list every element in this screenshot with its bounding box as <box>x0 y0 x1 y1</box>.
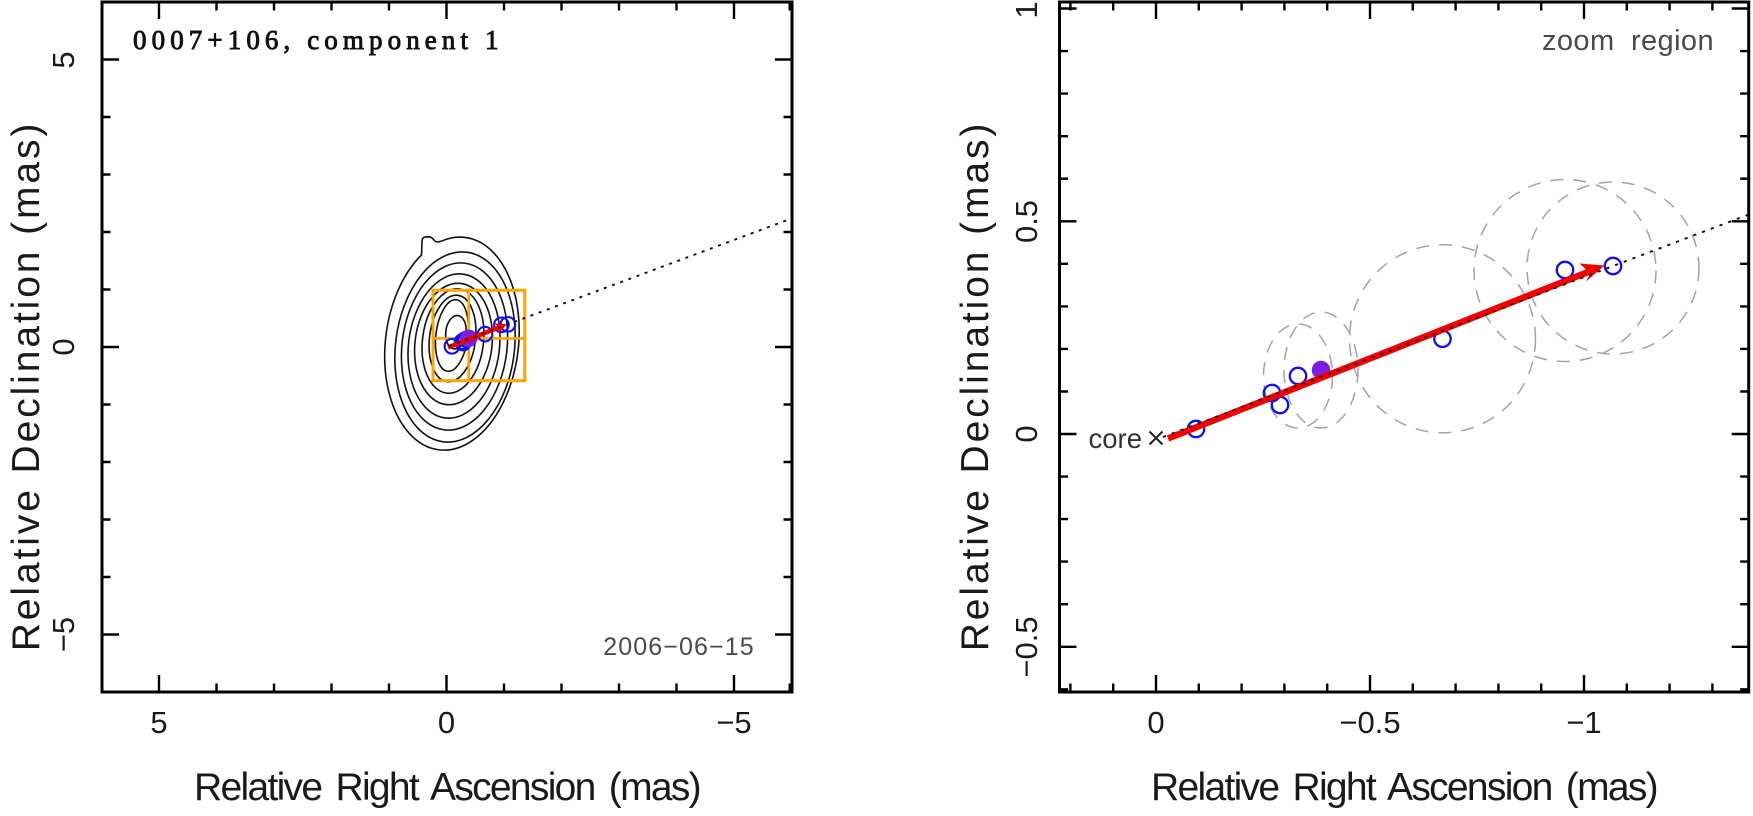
svg-text:0: 0 <box>46 338 81 355</box>
svg-text:0: 0 <box>1147 705 1164 740</box>
svg-text:Relative Declination (mas): Relative Declination (mas) <box>5 121 48 652</box>
svg-text:0007+106, component 1: 0007+106, component 1 <box>133 25 504 55</box>
svg-text:zoom region: zoom region <box>1542 25 1714 57</box>
svg-text:Relative Right Ascension (mas): Relative Right Ascension (mas) <box>1151 766 1657 809</box>
svg-text:5: 5 <box>150 705 167 740</box>
svg-text:−1: −1 <box>1566 705 1601 740</box>
svg-text:0.5: 0.5 <box>1009 200 1044 243</box>
svg-text:0: 0 <box>438 705 455 740</box>
svg-text:−0.5: −0.5 <box>1339 705 1400 740</box>
svg-text:Relative Declination (mas): Relative Declination (mas) <box>954 121 997 652</box>
svg-text:2006−06−15: 2006−06−15 <box>603 633 754 661</box>
svg-text:Relative Right Ascension (mas): Relative Right Ascension (mas) <box>194 766 700 809</box>
svg-text:−5: −5 <box>46 617 81 652</box>
svg-text:0: 0 <box>1009 425 1044 442</box>
svg-text:1: 1 <box>1009 1 1044 18</box>
svg-text:5: 5 <box>46 51 81 68</box>
svg-text:core: core <box>1089 423 1143 454</box>
svg-text:−0.5: −0.5 <box>1009 616 1044 677</box>
svg-text:−5: −5 <box>716 705 751 740</box>
